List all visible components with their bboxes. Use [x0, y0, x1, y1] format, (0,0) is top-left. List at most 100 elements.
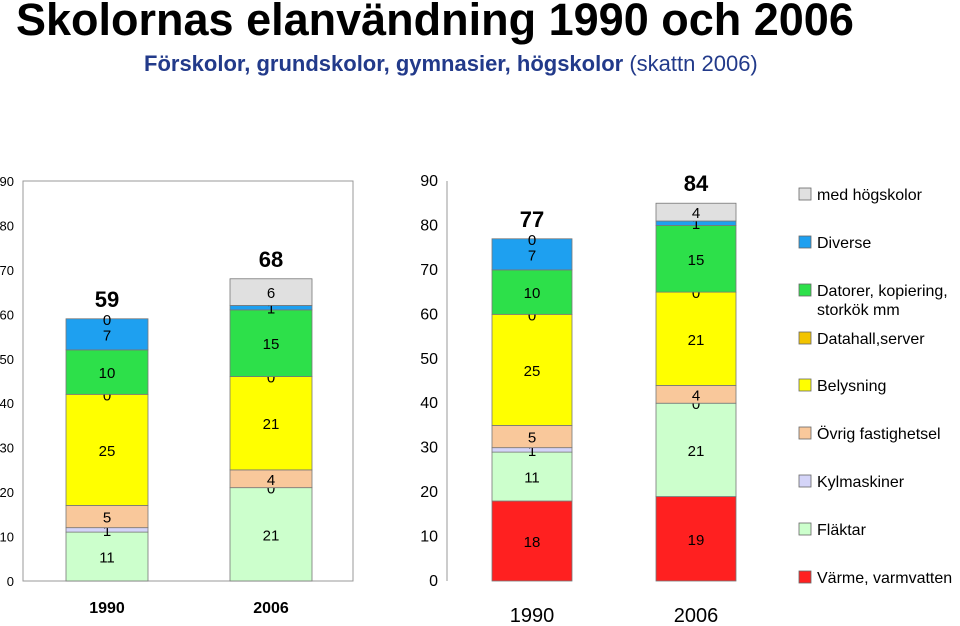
chart-1: 0102030405060708090111525010705919902104… — [0, 174, 354, 617]
data-label-ovrig: 4 — [692, 387, 700, 404]
data-label-flaktar: 21 — [263, 527, 280, 544]
data-label-ovrig: 5 — [528, 430, 536, 447]
legend: med högskolor Diverse Datorer, kopiering, s… — [798, 187, 952, 587]
legend-label-belysning: Belysning — [817, 378, 886, 395]
data-label-kylmaskiner: 0 — [267, 481, 275, 498]
data-label-hogskolor: 0 — [528, 232, 536, 249]
bar-segment-flaktar — [655, 402, 737, 497]
y-tick-label: 20 — [0, 485, 14, 500]
bar-segment-belysning — [491, 313, 573, 426]
legend-label-ovrig: Övrig fastighetsel — [817, 425, 941, 443]
y-tick-label: 80 — [420, 217, 438, 234]
data-label-belysning: 21 — [688, 332, 705, 349]
x-tick-label: 2006 — [253, 600, 289, 617]
bar-segment-diverse — [491, 238, 573, 271]
data-label-kylmaskiner: 1 — [103, 523, 111, 540]
data-label-flaktar: 21 — [688, 443, 705, 460]
total-label: 59 — [95, 287, 119, 312]
y-tick-label: 40 — [0, 396, 14, 411]
y-tick-label: 90 — [420, 173, 438, 190]
y-tick-label: 10 — [420, 529, 438, 546]
total-label: 68 — [259, 247, 283, 272]
legend-label-varme: Värme, varmvatten — [817, 570, 952, 587]
bar-segment-diverse — [65, 318, 149, 351]
bar-segment-varme — [491, 500, 573, 582]
bar-segment-belysning — [655, 291, 737, 386]
y-tick-label: 90 — [0, 174, 14, 189]
legend-swatch-datorer — [798, 283, 812, 297]
legend-swatch-belysning — [798, 378, 812, 392]
bar-segment-datorer — [229, 309, 313, 377]
y-tick-label: 50 — [0, 352, 14, 367]
y-tick-label: 30 — [0, 441, 14, 456]
x-tick-label: 2006 — [674, 605, 719, 626]
legend-label-datorer: Datorer, kopiering, — [817, 283, 948, 300]
total-label: 84 — [684, 171, 709, 196]
legend-swatch-flaktar — [798, 522, 812, 536]
data-label-datahall: 0 — [692, 285, 700, 302]
legend-swatch-hogskolor — [798, 187, 812, 201]
y-tick-label: 80 — [0, 218, 14, 233]
y-tick-label: 0 — [7, 574, 14, 589]
bar-segment-belysning — [65, 393, 149, 506]
legend-swatch-ovrig — [798, 426, 812, 440]
y-tick-label: 70 — [420, 262, 438, 279]
y-tick-label: 0 — [429, 573, 438, 590]
data-label-datahall: 0 — [103, 387, 111, 404]
x-tick-label: 1990 — [510, 605, 555, 626]
page-subtitle: Förskolor, grundskolor, gymnasier, högsk… — [144, 51, 758, 77]
legend-label-hogskolor: med högskolor — [817, 187, 923, 204]
data-label-varme: 19 — [688, 532, 705, 549]
total-label: 77 — [520, 207, 544, 232]
legend-swatch-diverse — [798, 235, 812, 249]
legend-label-flaktar: Fläktar — [817, 522, 867, 539]
y-tick-label: 40 — [420, 395, 438, 412]
data-label-belysning: 25 — [99, 443, 116, 460]
bar-segment-belysning — [229, 376, 313, 471]
y-tick-label: 30 — [420, 440, 438, 457]
data-label-datorer: 15 — [688, 252, 705, 269]
legend-label-datahall: Datahall,server — [817, 331, 925, 348]
bar-segment-datorer — [65, 349, 149, 395]
y-tick-label: 60 — [0, 307, 14, 322]
data-label-diverse: 7 — [103, 327, 111, 344]
bar-segment-flaktar — [65, 531, 149, 582]
data-label-varme: 18 — [524, 534, 541, 551]
legend-swatch-kylmaskiner — [798, 474, 812, 488]
bar-segment-hogskolor — [655, 202, 737, 222]
data-label-datorer: 10 — [99, 365, 116, 382]
data-label-ovrig: 4 — [267, 472, 275, 489]
data-label-datorer: 10 — [524, 285, 541, 302]
data-label-hogskolor: 6 — [267, 285, 275, 302]
bar-segment-varme — [655, 496, 737, 582]
data-label-belysning: 25 — [524, 363, 541, 380]
data-label-hogskolor: 0 — [103, 312, 111, 329]
y-tick-label: 10 — [0, 530, 14, 545]
bar-segment-datorer — [655, 225, 737, 293]
data-label-datahall: 0 — [267, 370, 275, 387]
page-title: Skolornas elanvändning 1990 och 2006 — [16, 0, 854, 45]
legend-label-kylmaskiner: Kylmaskiner — [817, 474, 905, 491]
y-tick-label: 50 — [420, 351, 438, 368]
data-label-hogskolor: 4 — [692, 205, 700, 222]
subtitle-note: (skattn 2006) — [629, 51, 758, 76]
data-label-datahall: 0 — [528, 307, 536, 324]
data-label-diverse: 1 — [692, 216, 700, 233]
data-label-belysning: 21 — [263, 416, 280, 433]
data-label-datorer: 15 — [263, 336, 280, 353]
legend-label-datorer: storkök mm — [817, 302, 900, 319]
bar-segment-hogskolor — [229, 278, 313, 306]
data-label-ovrig: 5 — [103, 510, 111, 527]
bar-segment-datorer — [491, 269, 573, 315]
data-label-flaktar: 11 — [524, 470, 540, 487]
data-label-diverse: 7 — [528, 247, 536, 264]
chart-2: 0102030405060708090181115250107077199019… — [420, 171, 781, 626]
data-label-flaktar: 11 — [99, 550, 115, 567]
legend-label-diverse: Diverse — [817, 235, 871, 252]
data-label-kylmaskiner: 0 — [692, 396, 700, 413]
legend-swatch-varme — [798, 570, 812, 584]
y-tick-label: 70 — [0, 263, 14, 278]
y-tick-label: 60 — [420, 306, 438, 323]
data-label-diverse: 1 — [267, 301, 275, 318]
